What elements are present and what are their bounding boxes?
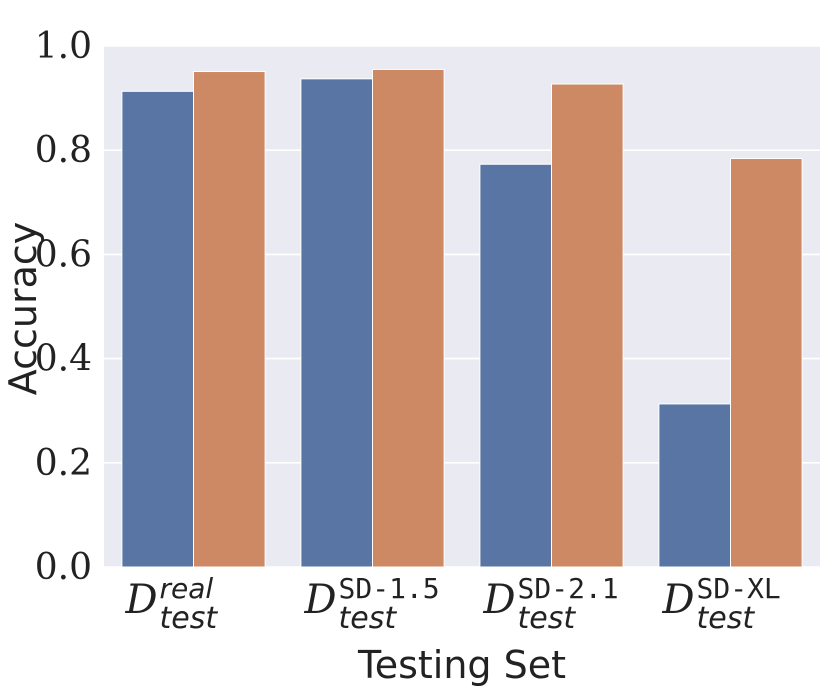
x-tick-symbol: D bbox=[124, 577, 157, 623]
bar-series1-2 bbox=[300, 78, 373, 568]
x-tick-superscript: SD-1.5 bbox=[339, 572, 440, 605]
y-axis-label: Accuracy bbox=[1, 222, 45, 396]
y-tick-label: 0.8 bbox=[35, 130, 92, 171]
x-axis-label: Testing Set bbox=[357, 643, 566, 687]
bar-series2-1 bbox=[193, 71, 266, 568]
x-tick-symbol: D bbox=[303, 577, 336, 623]
y-tick-labels: 0.0 0.2 0.4 0.6 0.8 1.0 bbox=[35, 26, 92, 588]
bars bbox=[121, 68, 803, 568]
x-tick-symbol: D bbox=[661, 577, 694, 623]
x-tick-subscript: test bbox=[160, 601, 219, 636]
bar-series1-3 bbox=[479, 163, 552, 568]
x-tick-symbol: D bbox=[482, 577, 515, 623]
bar-series1-1 bbox=[121, 90, 194, 568]
y-tick-label: 0.4 bbox=[35, 339, 92, 380]
x-tick-superscript: SD-2.1 bbox=[518, 572, 619, 605]
y-tick-label: 0.0 bbox=[35, 547, 92, 588]
bar-series2-4 bbox=[730, 158, 803, 568]
y-tick-label: 0.6 bbox=[35, 234, 92, 275]
x-tick-superscript: SD-XL bbox=[697, 572, 781, 605]
y-tick-label: 0.2 bbox=[35, 443, 92, 484]
bar-series2-2 bbox=[372, 68, 445, 568]
bar-series2-3 bbox=[551, 83, 624, 568]
x-tick-subscript: test bbox=[339, 601, 398, 636]
x-tick-subscript: test bbox=[518, 601, 577, 636]
bar-series1-4 bbox=[658, 403, 732, 568]
y-tick-label: 1.0 bbox=[35, 26, 92, 67]
x-tick-superscript: real bbox=[160, 572, 214, 605]
x-tick-subscript: test bbox=[697, 601, 756, 636]
